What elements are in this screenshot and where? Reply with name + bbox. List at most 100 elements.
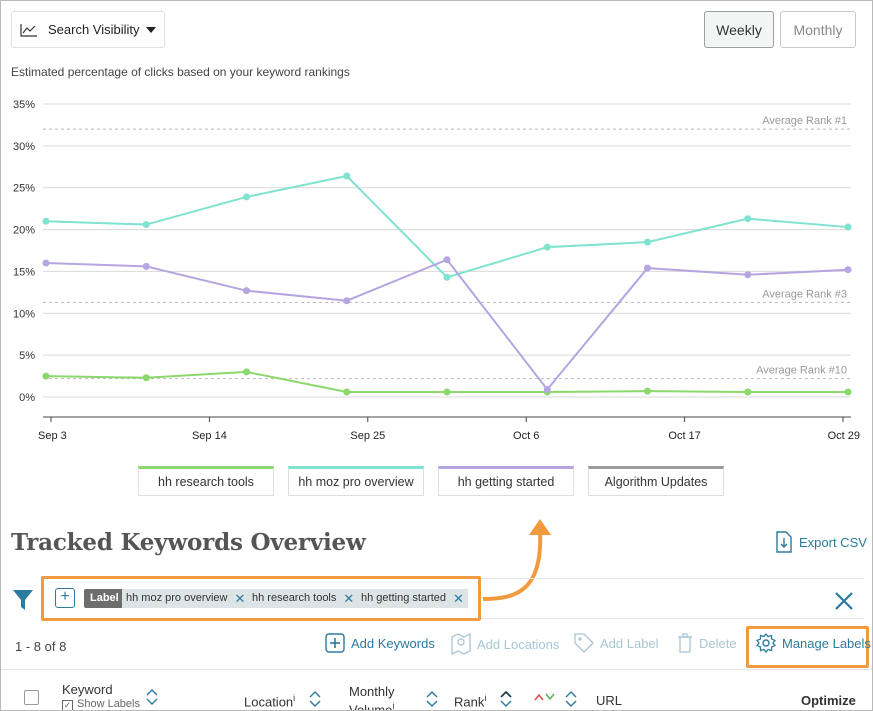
manage-labels-highlight bbox=[746, 626, 869, 668]
y-tick-label: 15% bbox=[13, 266, 35, 278]
gear-icon bbox=[756, 633, 776, 653]
column-header-optimize-label: Optimize bbox=[801, 693, 856, 708]
data-point bbox=[142, 262, 150, 270]
legend-item-algorithm-updates[interactable]: Algorithm Updates bbox=[588, 466, 724, 496]
remove-chip-icon[interactable]: ✕ bbox=[453, 591, 464, 606]
data-point bbox=[243, 193, 250, 201]
filter-chip: hh getting started ✕ bbox=[357, 589, 468, 608]
delete-button[interactable]: Delete bbox=[677, 633, 737, 653]
column-header-monthly-volume[interactable]: Monthly Volumei bbox=[349, 684, 409, 711]
rank-change-icon bbox=[534, 693, 555, 701]
column-header-url-label: URL bbox=[596, 693, 623, 708]
column-header-keyword[interactable]: Keyword bbox=[62, 682, 113, 697]
data-point bbox=[744, 215, 752, 223]
metric-dropdown[interactable]: Search Visibility bbox=[11, 11, 165, 48]
data-point bbox=[844, 388, 852, 396]
legend-item-hh-getting-started[interactable]: hh getting started bbox=[438, 466, 574, 496]
data-point bbox=[142, 221, 150, 229]
column-header-url[interactable]: URL bbox=[596, 693, 622, 708]
legend-label: hh research tools bbox=[158, 475, 254, 489]
export-csv-button[interactable]: Export CSV bbox=[776, 531, 867, 553]
info-icon: i bbox=[484, 693, 487, 703]
y-tick-label: 10% bbox=[13, 308, 35, 320]
sort-icon[interactable] bbox=[145, 687, 159, 707]
sort-icon[interactable] bbox=[425, 689, 439, 709]
monthly-button[interactable]: Monthly bbox=[780, 11, 856, 48]
data-point bbox=[343, 297, 351, 305]
manage-labels-button[interactable]: Manage Labels bbox=[756, 633, 871, 653]
chart-subtitle: Estimated percentage of clicks based on … bbox=[11, 65, 350, 79]
add-keywords-button[interactable]: Add Keywords bbox=[325, 633, 435, 653]
add-locations-button[interactable]: Add Locations bbox=[451, 633, 559, 655]
checkmark-icon: ✓ bbox=[62, 700, 73, 710]
map-pin-icon bbox=[451, 633, 471, 655]
filter-chip-label: hh research tools bbox=[252, 592, 337, 604]
add-label-label: Add Label bbox=[600, 635, 659, 651]
add-label-button[interactable]: Add Label bbox=[574, 633, 659, 653]
data-point bbox=[644, 387, 651, 395]
x-tick-label: Sep 14 bbox=[192, 430, 227, 442]
weekly-button[interactable]: Weekly bbox=[704, 11, 774, 48]
add-locations-label: Add Locations bbox=[477, 636, 560, 652]
remove-chip-icon[interactable]: ✕ bbox=[343, 591, 355, 606]
plus-square-icon bbox=[325, 633, 345, 653]
x-tick-label: Oct 6 bbox=[513, 430, 539, 442]
download-icon bbox=[776, 531, 792, 553]
annotation-arrow bbox=[482, 519, 551, 601]
show-labels-toggle[interactable]: ✓ Show Labels bbox=[62, 698, 140, 710]
add-filter-button[interactable]: + bbox=[55, 588, 75, 608]
data-point bbox=[42, 259, 50, 267]
x-tick-label: Oct 17 bbox=[668, 430, 700, 442]
reference-line-label: Average Rank #1 bbox=[762, 115, 847, 127]
select-all-checkbox[interactable] bbox=[24, 690, 39, 705]
legend-label: hh getting started bbox=[457, 475, 555, 489]
data-point bbox=[42, 217, 50, 225]
table-header-divider bbox=[1, 669, 872, 670]
data-point bbox=[42, 372, 50, 380]
filter-bar-track bbox=[481, 578, 864, 619]
column-header-rank[interactable]: Ranki bbox=[454, 693, 486, 709]
remove-chip-icon[interactable]: ✕ bbox=[234, 591, 246, 606]
y-tick-label: 5% bbox=[19, 350, 35, 362]
chevron-down-icon bbox=[146, 27, 156, 33]
data-point bbox=[644, 238, 651, 246]
reference-line-label: Average Rank #3 bbox=[762, 288, 847, 300]
data-point bbox=[543, 385, 551, 393]
delete-label: Delete bbox=[699, 635, 737, 651]
sort-icon[interactable] bbox=[308, 689, 322, 709]
column-header-location[interactable]: Locationi bbox=[244, 693, 295, 709]
sort-active-icon[interactable] bbox=[499, 689, 513, 709]
column-header-monthly-volume-label: Monthly Volume bbox=[349, 684, 395, 711]
legend-item-hh-research-tools[interactable]: hh research tools bbox=[138, 466, 274, 496]
legend-item-hh-moz-pro-overview[interactable]: hh moz pro overview bbox=[288, 466, 424, 496]
data-point bbox=[443, 273, 451, 281]
data-point bbox=[243, 287, 250, 295]
filter-chip: hh moz pro overview ✕ bbox=[122, 589, 250, 608]
clear-filters-icon[interactable] bbox=[832, 589, 856, 613]
sort-icon[interactable] bbox=[564, 689, 578, 709]
data-point bbox=[844, 266, 852, 274]
filter-chip-label: hh getting started bbox=[361, 592, 447, 604]
metric-dropdown-label: Search Visibility bbox=[48, 22, 140, 37]
x-tick-label: Oct 29 bbox=[828, 430, 860, 442]
column-header-optimize: Optimize bbox=[801, 693, 856, 708]
legend-label: Algorithm Updates bbox=[604, 475, 708, 489]
x-tick-label: Sep 3 bbox=[38, 430, 67, 442]
y-tick-label: 25% bbox=[13, 183, 35, 195]
data-point bbox=[343, 388, 351, 396]
data-point bbox=[844, 223, 852, 231]
y-tick-label: 35% bbox=[13, 99, 35, 111]
tag-icon bbox=[574, 633, 594, 653]
data-point bbox=[543, 243, 551, 251]
line-chart-icon bbox=[20, 23, 37, 37]
data-point bbox=[744, 388, 752, 396]
data-point bbox=[243, 368, 250, 376]
info-icon: i bbox=[392, 701, 395, 711]
filter-type-tag: Label bbox=[84, 589, 125, 608]
filter-chip-label: hh moz pro overview bbox=[126, 592, 228, 604]
filter-chip: hh research tools ✕ bbox=[248, 589, 359, 608]
filter-icon[interactable] bbox=[12, 589, 34, 611]
column-header-location-label: Location bbox=[244, 694, 294, 710]
data-point bbox=[644, 264, 651, 272]
